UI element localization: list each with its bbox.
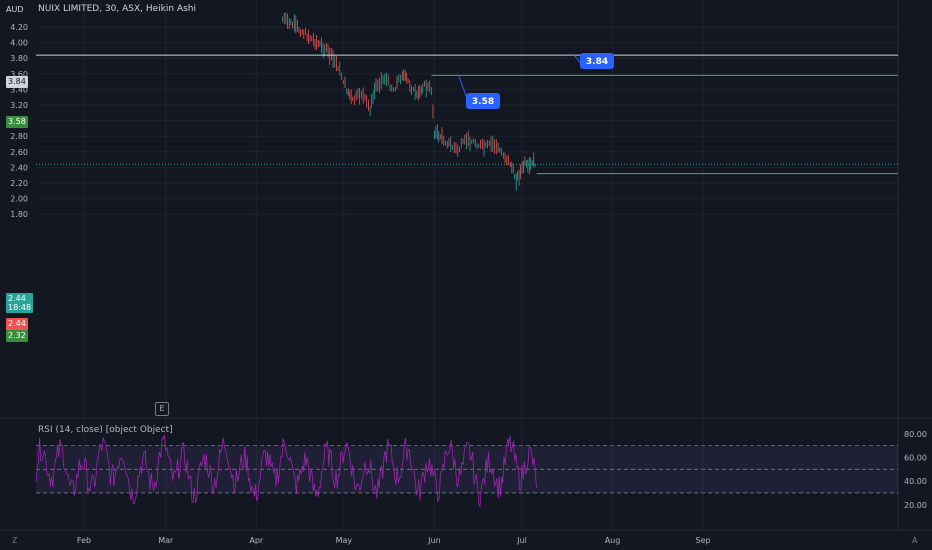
bar-countdown: 18:48 [8, 303, 32, 312]
price-tick-label: 4.20 [10, 23, 28, 32]
time-axis[interactable]: Feb Mar Apr May Jun Jul Aug Sep [77, 536, 711, 545]
time-tick-label: Aug [605, 536, 621, 545]
price-tick-label: 3.60 [10, 70, 28, 79]
callout-3.58-text: 3.58 [472, 97, 494, 107]
price-tick-label: 4.00 [10, 39, 28, 48]
last-price-label: 2.44 18:48 [6, 293, 34, 313]
rsi-tick-label: 20.00 [904, 501, 927, 510]
rsi-title[interactable]: RSI (14, close) [object Object] [38, 425, 173, 435]
callout-3.58-box [466, 93, 500, 109]
level-label-3.84: 3.84 [6, 76, 28, 88]
time-tick-label: Jul [516, 536, 527, 545]
time-tick-label: May [336, 536, 353, 545]
chart-grid [0, 0, 932, 531]
price-tick-label: 2.20 [10, 179, 28, 188]
callout-3.84-box [580, 53, 614, 69]
zoom-icon[interactable]: Z [12, 536, 18, 545]
price-tick-label: 2.80 [10, 132, 28, 141]
price-tick-label: 3.80 [10, 54, 28, 63]
candles [282, 12, 536, 191]
time-tick-label: Apr [249, 536, 264, 545]
rsi-tick-label: 60.00 [904, 453, 927, 462]
price-tick-label: 2.00 [10, 195, 28, 204]
currency-label: AUD [6, 5, 24, 14]
level-lines: 3.84 3.58 [36, 53, 898, 175]
price-tick-label: 1.80 [10, 210, 28, 219]
time-tick-label: Sep [696, 536, 711, 545]
time-tick-label: Feb [77, 536, 91, 545]
price-tick-label: 2.60 [10, 148, 28, 157]
symbol-title[interactable]: NUIX LIMITED, 30, ASX, Heikin Ashi [38, 4, 196, 14]
price-tick-label: 2.40 [10, 163, 28, 172]
auto-scale-icon[interactable]: A [912, 536, 918, 545]
level-label-3.58: 3.58 [6, 116, 28, 128]
earnings-icon[interactable]: E [155, 402, 169, 416]
callout-3.84-text: 3.84 [586, 57, 608, 67]
bid-label: 2.44 [6, 318, 28, 330]
rsi-pane [35, 434, 898, 508]
time-tick-label: Jun [427, 536, 441, 545]
rsi-tick-label: 80.00 [904, 430, 927, 439]
price-tick-label: 3.20 [10, 101, 28, 110]
rsi-tick-label: 40.00 [904, 477, 927, 486]
price-tick-label: 3.40 [10, 85, 28, 94]
last-price-value: 2.44 [8, 294, 26, 303]
price-axis[interactable]: 4.204.003.803.603.403.203.002.802.602.40… [10, 23, 927, 510]
level-label-2.32: 2.32 [6, 330, 28, 342]
time-tick-label: Mar [158, 536, 174, 545]
rsi-line [35, 434, 537, 508]
